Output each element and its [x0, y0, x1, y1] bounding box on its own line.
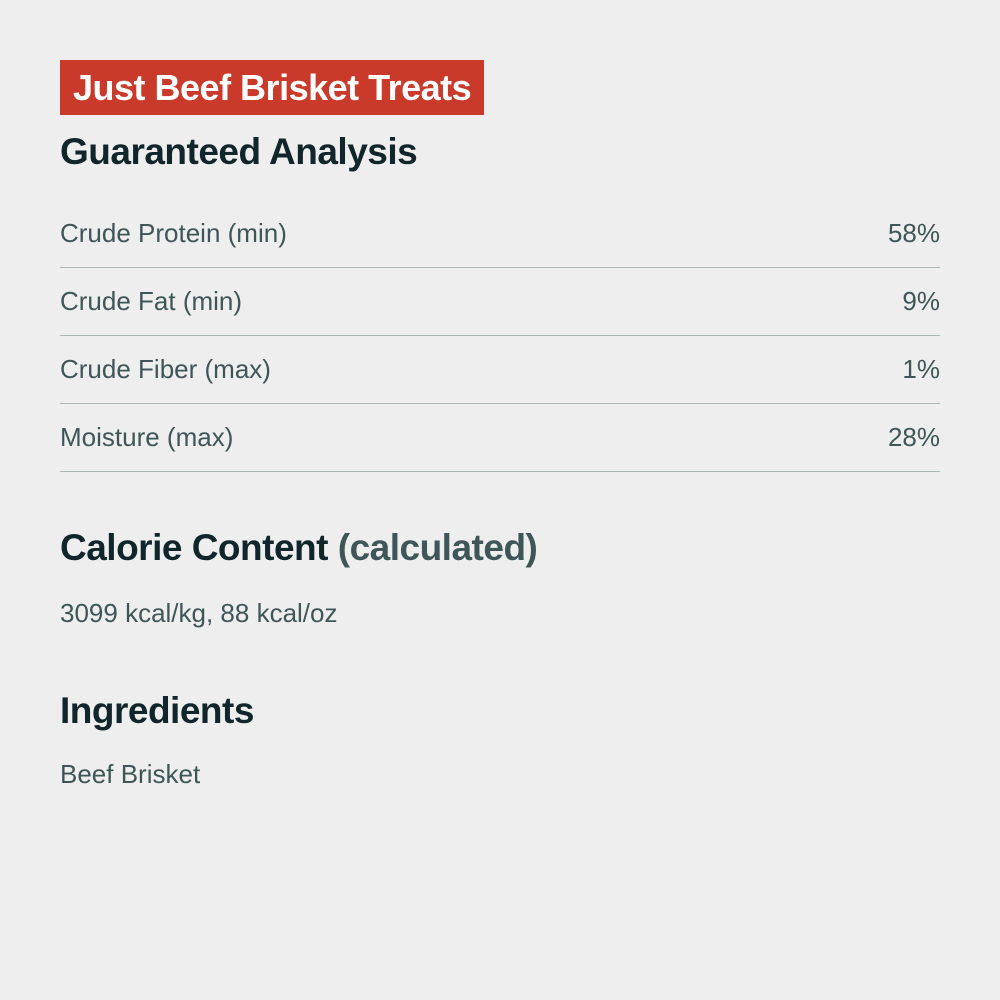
- row-value: 9%: [902, 286, 940, 316]
- row-value: 1%: [902, 354, 940, 384]
- row-label: Moisture (max): [60, 422, 234, 452]
- row-label: Crude Protein (min): [60, 218, 287, 248]
- calorie-content-value: 3099 kcal/kg, 88 kcal/oz: [60, 598, 338, 628]
- ingredients-heading: Ingredients: [60, 690, 254, 731]
- row-label: Crude Fiber (max): [60, 354, 271, 384]
- table-row: Crude Fiber (max) 1%: [60, 336, 940, 404]
- analysis-table: Crude Protein (min) 58% Crude Fat (min) …: [60, 200, 940, 472]
- table-row: Moisture (max) 28%: [60, 404, 940, 472]
- row-value: 58%: [887, 218, 940, 248]
- table-row: Crude Protein (min) 58%: [60, 200, 940, 268]
- calorie-heading-sub: (calculated): [337, 527, 538, 568]
- product-title-banner: Just Beef Brisket Treats: [60, 60, 485, 115]
- calorie-heading-main: Calorie Content: [60, 527, 328, 568]
- row-value: 28%: [887, 422, 940, 452]
- calorie-content-heading: Calorie Content (calculated): [60, 527, 538, 569]
- row-label: Crude Fat (min): [60, 286, 243, 316]
- table-row: Crude Fat (min) 9%: [60, 268, 940, 336]
- ingredients-value: Beef Brisket: [60, 759, 201, 789]
- guaranteed-analysis-heading: Guaranteed Analysis: [60, 131, 418, 172]
